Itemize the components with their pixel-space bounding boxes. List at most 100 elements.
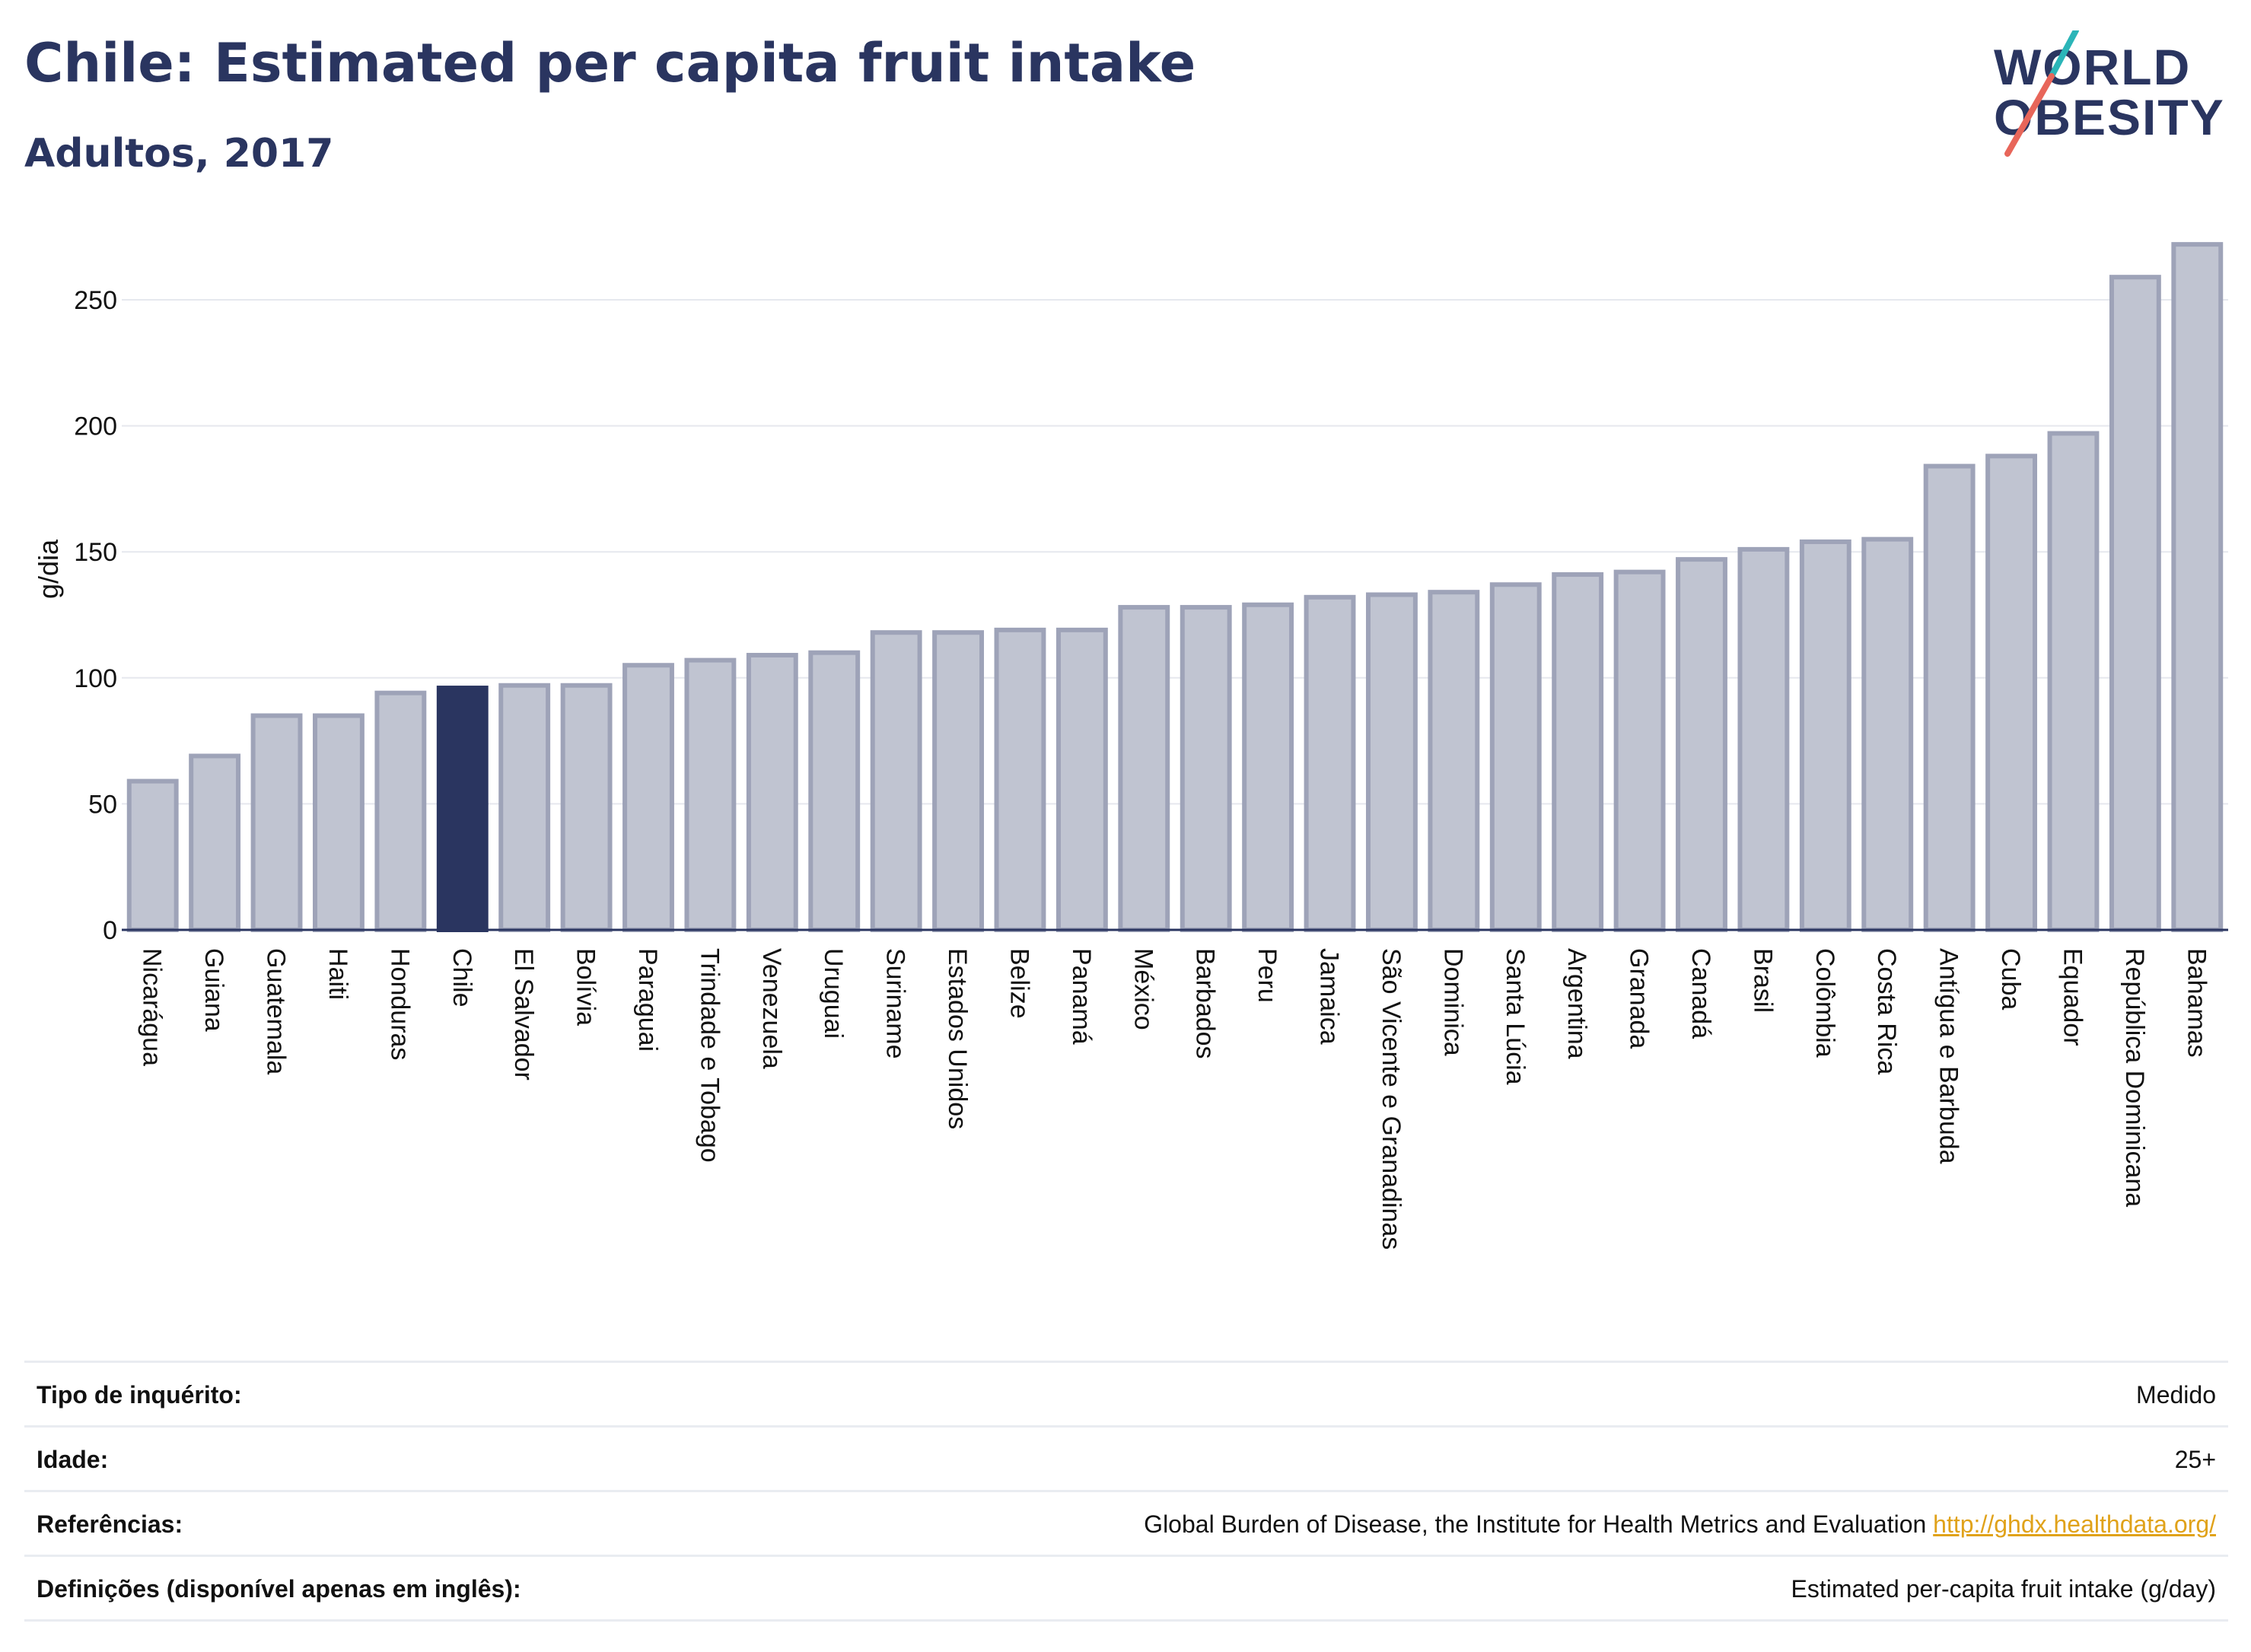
world-obesity-logo[interactable]: WORLD OBESITY [1979,30,2237,167]
x-tick-label: Brasil [1748,948,1777,1013]
bar-santa-l-cia[interactable] [1489,582,1542,932]
x-tick-label: México [1129,948,1157,1030]
x-tick-label: El Salvador [509,948,538,1081]
info-value: 25+ [2174,1446,2216,1473]
x-tick-label: Antígua e Barbuda [1934,948,1963,1164]
bar-honduras[interactable] [374,690,427,932]
x-tick-label: Panamá [1067,948,1096,1045]
chart-title: Chile: Estimated per capita fruit intake [24,32,1196,94]
bar-s-o-vicente-e-granadinas[interactable] [1366,592,1418,933]
bar-costa-rica[interactable] [1861,536,1914,932]
info-row-age: Idade: 25+ [24,1425,2228,1490]
bar-cuba[interactable] [1985,454,2037,932]
info-value: Medido [2136,1381,2216,1408]
logo-text-obesity: OBESITY [1994,89,2225,145]
bar-nicar-gua[interactable] [126,778,179,933]
x-tick-label: Uruguai [819,948,848,1039]
x-tick-label: São Vicente e Granadinas [1377,948,1406,1249]
x-tick-label: Belize [1005,948,1033,1019]
x-axis-labels: Nicarágua Guiana Guatemala Haiti Honduras Chi… [138,948,2211,1249]
y-tick-label: 0 [103,916,117,945]
info-value: Global Burden of Disease, the Institute … [1144,1510,2216,1539]
info-label: Tipo de inquérito: [37,1381,242,1408]
bar-chile[interactable] [436,686,489,932]
x-tick-label: Equador [2058,948,2087,1046]
bar-dominica[interactable] [1428,590,1480,933]
x-tick-label: Paraguai [633,948,662,1052]
x-tick-label: Venezuela [757,948,786,1069]
bar-guatemala[interactable] [250,713,303,932]
reference-text: Global Burden of Disease, the Institute … [1144,1510,1927,1538]
info-value: Estimated per-capita fruit intake (g/day… [1791,1575,2216,1603]
info-table: Tipo de inquérito: Medido Idade: 25+ Ref… [24,1361,2228,1622]
x-tick-label: Costa Rica [1872,948,1901,1074]
info-row-survey-type: Tipo de inquérito: Medido [24,1361,2228,1425]
bar-peru[interactable] [1242,602,1294,932]
bar-uruguai[interactable] [808,650,861,932]
x-tick-label: Honduras [385,948,414,1060]
logo-slash-icon [2004,30,2079,157]
bar-venezuela[interactable] [746,652,798,932]
x-tick-label: Suriname [881,948,910,1059]
bar-equador[interactable] [2047,431,2100,932]
x-tick-label: Nicarágua [138,948,167,1066]
bar-brasil[interactable] [1737,546,1790,932]
y-tick-label: 50 [88,790,117,819]
x-tick-label: República Dominicana [2120,948,2149,1207]
x-tick-label: Jamaica [1315,948,1344,1045]
x-tick-label: Granada [1625,948,1654,1049]
bar-rep-blica-dominicana[interactable] [2109,275,2161,932]
bar-argentina[interactable] [1552,572,1604,932]
info-label: Definições (disponível apenas em inglês)… [37,1575,521,1603]
bar-belize[interactable] [994,627,1046,932]
y-tick-label: 250 [74,286,117,315]
x-tick-label: Colômbia [1810,948,1839,1058]
y-tick-label: 150 [74,538,117,567]
info-label: Referências: [37,1510,183,1538]
x-tick-label: Guatemala [262,948,291,1074]
x-tick-label: Estados Unidos [943,948,972,1129]
info-row-definitions: Definições (disponível apenas em inglês)… [24,1555,2228,1622]
bar-jamaica[interactable] [1304,594,1356,932]
bar-canad-[interactable] [1676,557,1727,932]
x-tick-label: Bolívia [572,948,600,1026]
bar-m-xico[interactable] [1118,605,1170,933]
bar-chart: 0 50 100 150 200 250 Nicarágua Guiana Guatemala… [33,242,2228,1249]
reference-link[interactable]: http://ghdx.healthdata.org/ [1933,1510,2216,1538]
bar-paraguai[interactable] [622,663,674,932]
bar-granada[interactable] [1613,569,1666,932]
y-axis-ticks: 0 50 100 150 200 250 [74,286,117,945]
bar-estados-unidos[interactable] [932,630,984,933]
x-tick-label: Canadá [1686,948,1715,1039]
bars [126,242,2224,933]
bar-suriname[interactable] [870,630,922,933]
y-tick-label: 100 [74,664,117,693]
bar-haiti[interactable] [313,713,365,932]
bar-panam-[interactable] [1055,627,1108,932]
bar-el-salvador[interactable] [498,683,551,933]
bar-bahamas[interactable] [2171,242,2224,932]
logo-text-world: WORLD [1994,39,2192,95]
x-tick-label: Bahamas [2182,948,2211,1058]
x-tick-label: Guiana [199,948,228,1032]
bar-bol-via[interactable] [560,683,613,933]
x-tick-label: Chile [447,948,476,1007]
x-tick-label: Trindade e Tobago [695,948,724,1163]
x-tick-label: Haiti [323,948,352,1000]
bar-guiana[interactable] [189,753,241,932]
x-tick-label: Peru [1253,948,1282,1003]
info-row-references: Referências: Global Burden of Disease, t… [24,1490,2228,1555]
chart-subtitle: Adultos, 2017 [24,131,334,177]
x-tick-label: Barbados [1191,948,1220,1059]
x-tick-label: Cuba [1996,948,2025,1010]
bar-ant-gua-e-barbuda[interactable] [1923,463,1976,932]
bar-col-mbia[interactable] [1799,539,1851,933]
x-tick-label: Dominica [1438,948,1467,1056]
bar-barbados[interactable] [1180,605,1232,933]
x-tick-label: Santa Lúcia [1501,948,1530,1085]
y-tick-label: 200 [74,412,117,441]
bar-trindade-e-tobago[interactable] [684,657,737,933]
y-axis-title: g/dia [33,539,64,599]
info-label: Idade: [37,1446,109,1473]
x-tick-label: Argentina [1562,948,1591,1059]
